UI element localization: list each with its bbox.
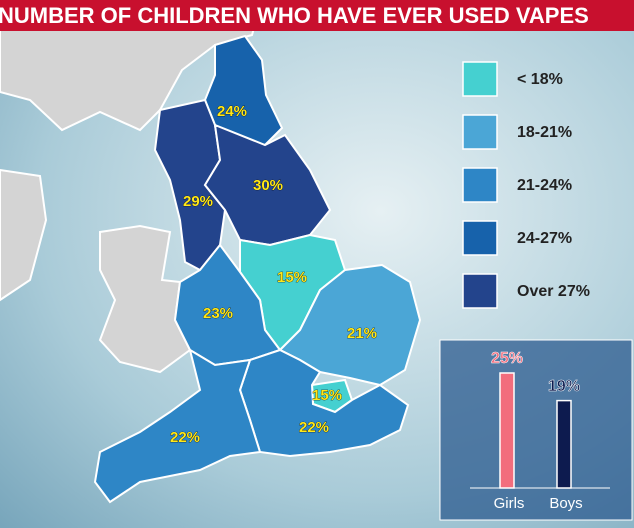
legend-label: < 18% xyxy=(517,71,563,88)
legend-label: 24-27% xyxy=(517,230,572,247)
legend-label: 18-21% xyxy=(517,124,572,141)
legend-swatch xyxy=(462,220,498,256)
inset-panel xyxy=(439,339,633,521)
other-land xyxy=(0,0,264,374)
region-label: 15% xyxy=(312,387,342,404)
bar xyxy=(499,372,515,489)
value-label: 25% xyxy=(491,350,523,367)
region-label: 23% xyxy=(203,305,233,322)
category-label: Boys xyxy=(549,495,582,512)
region-label: 22% xyxy=(170,429,200,446)
region-label: 21% xyxy=(347,325,377,342)
region-label: 24% xyxy=(217,103,247,120)
legend-swatch xyxy=(462,273,498,309)
legend-swatch xyxy=(462,61,498,97)
region xyxy=(173,243,282,367)
region-label: 29% xyxy=(183,193,213,210)
region-label: 22% xyxy=(299,419,329,436)
bar xyxy=(556,399,572,489)
region xyxy=(93,347,262,504)
region-label: 15% xyxy=(277,269,307,286)
title-banner xyxy=(0,0,634,31)
legend-label: Over 27% xyxy=(517,283,590,300)
title: NUMBER OF CHILDREN WHO HAVE EVER USED VA… xyxy=(0,3,589,28)
legend-label: 21-24% xyxy=(517,177,572,194)
value-label: 19% xyxy=(548,378,580,395)
legend-swatch xyxy=(462,167,498,203)
category-label: Girls xyxy=(494,495,525,512)
legend-swatch xyxy=(462,114,498,150)
region-label: 30% xyxy=(253,177,283,194)
